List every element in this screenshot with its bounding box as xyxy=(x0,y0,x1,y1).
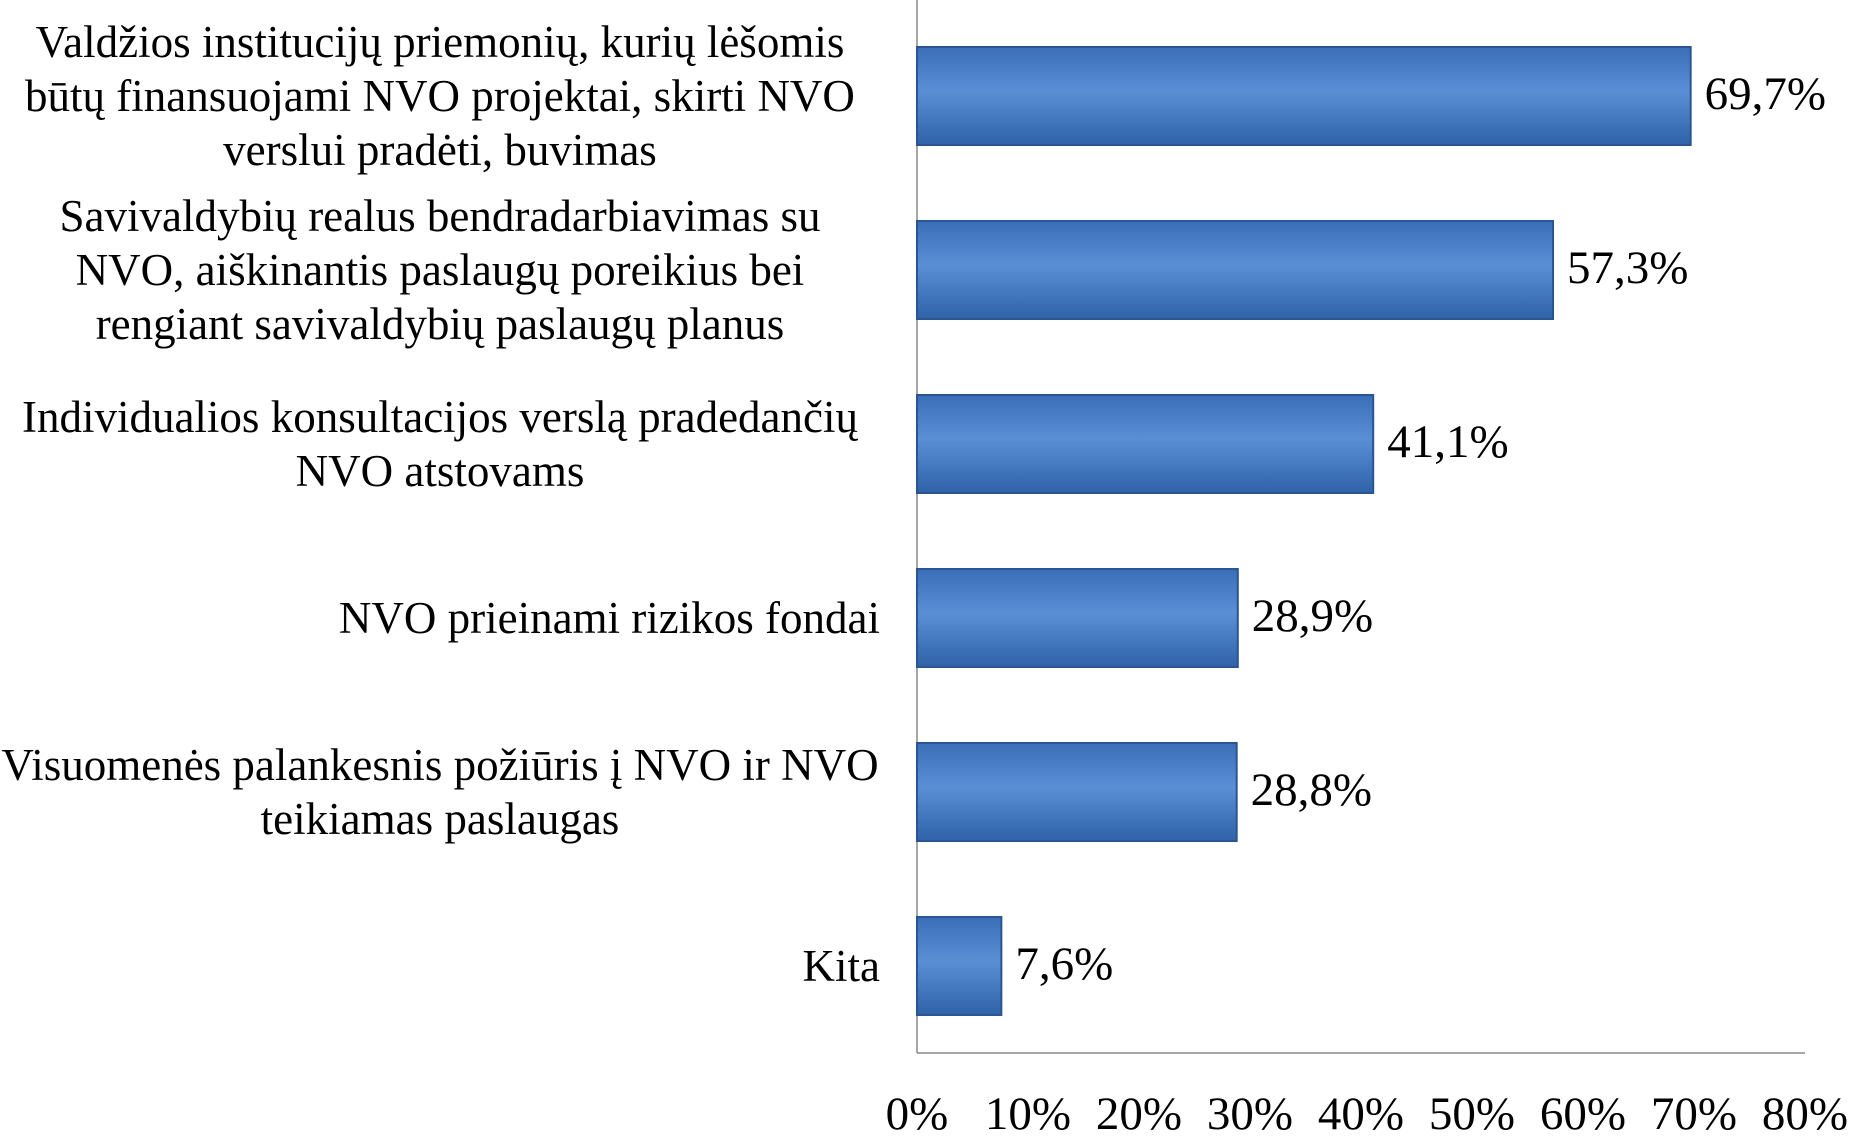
value-label: 28,9% xyxy=(1252,590,1373,642)
x-tick-label: 0% xyxy=(886,1088,949,1138)
category-label: Individualios konsultacijos verslą prade… xyxy=(21,392,859,496)
bar xyxy=(916,916,1003,1016)
category-label: Savivaldybių realus bendradarbiavimas su… xyxy=(59,191,821,349)
value-label: 41,1% xyxy=(1387,416,1508,468)
bar xyxy=(916,220,1555,320)
x-tick-label: 70% xyxy=(1651,1088,1737,1138)
category-label: Visuomenės palankesnis požiūris į NVO ir… xyxy=(1,740,879,844)
x-tick-label: 50% xyxy=(1429,1088,1515,1138)
bar xyxy=(916,742,1238,842)
bar xyxy=(916,46,1692,146)
x-tick-label: 20% xyxy=(1096,1088,1182,1138)
category-label: Kita xyxy=(802,941,880,991)
bar xyxy=(916,394,1375,494)
x-tick-label: 40% xyxy=(1318,1088,1404,1138)
value-label: 69,7% xyxy=(1705,68,1826,120)
category-label: Valdžios institucijų priemonių, kurių lė… xyxy=(25,17,855,175)
x-tick-label: 80% xyxy=(1762,1088,1848,1138)
x-tick-label: 60% xyxy=(1540,1088,1626,1138)
value-label: 7,6% xyxy=(1015,938,1113,990)
value-label: 57,3% xyxy=(1567,242,1688,294)
value-label: 28,8% xyxy=(1251,764,1372,816)
x-tick-label: 10% xyxy=(985,1088,1071,1138)
x-tick-label: 30% xyxy=(1207,1088,1293,1138)
bar xyxy=(916,568,1239,668)
category-label: NVO prieinami rizikos fondai xyxy=(338,593,880,643)
